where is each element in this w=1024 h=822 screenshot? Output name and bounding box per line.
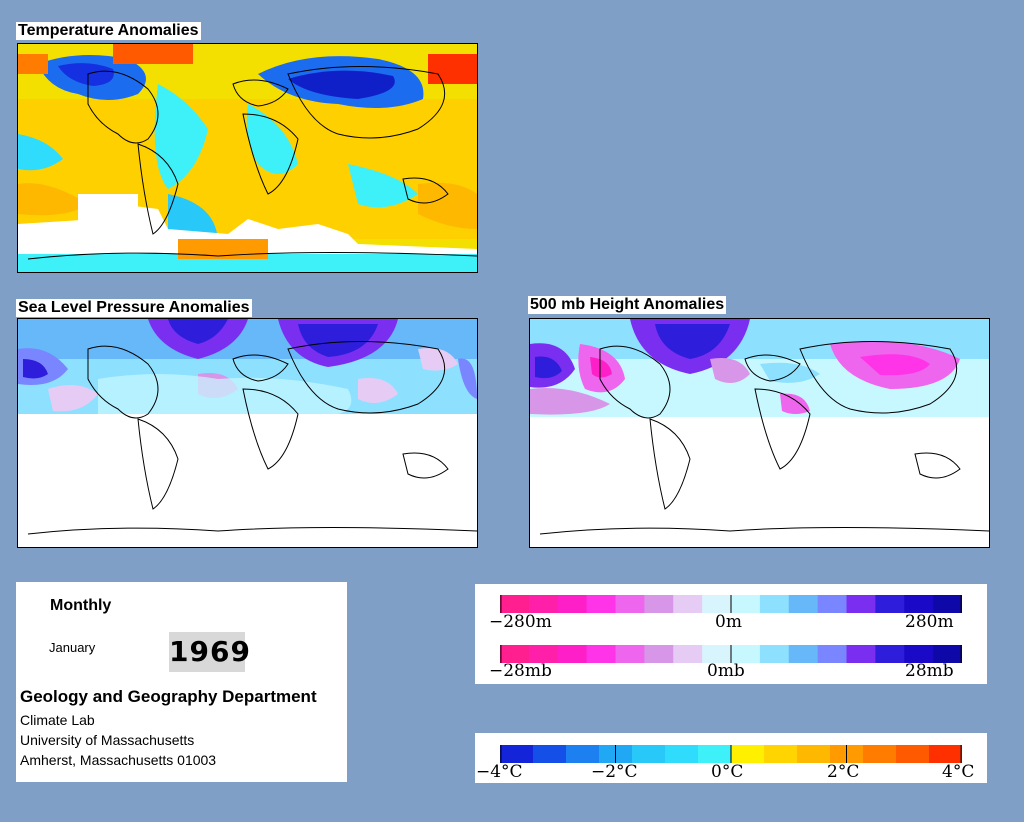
pressure-colorbar-swatch-8 — [731, 645, 761, 663]
pressure-colorbar-swatch-10 — [788, 645, 819, 663]
temperature-colorbar-swatch-1 — [533, 745, 567, 763]
pressure-colorbar — [500, 645, 962, 663]
temperature-colorbar-swatch-12 — [896, 745, 930, 763]
pressure-colorbar-swatch-14 — [904, 645, 934, 663]
height-colorbar — [500, 595, 962, 613]
height500-anomaly-map — [529, 318, 990, 548]
height-colorbar-swatch-5 — [644, 595, 674, 613]
temperature-colorbar-swatch-7 — [731, 745, 765, 763]
height-pressure-legend: −280m 0m 280m −28mb 0mb 28mb — [475, 584, 987, 684]
temperature-panel-title: Temperature Anomalies — [16, 22, 201, 40]
pressure-colorbar-swatch-0 — [500, 645, 530, 663]
department-name: Geology and Geography Department — [20, 687, 317, 706]
height-colorbar-swatch-11 — [817, 595, 848, 613]
pressure-colorbar-swatch-7 — [702, 645, 732, 663]
height-colorbar-swatch-1 — [528, 595, 559, 613]
info-box: Monthly January 1969 Geology and Geograp… — [16, 582, 347, 782]
temperature-colorbar-swatch-4 — [632, 745, 666, 763]
temperature-colorbar — [500, 745, 962, 763]
height-colorbar-swatch-6 — [673, 595, 703, 613]
temperature-legend: −4°C −2°C 0°C 2°C 4°C — [475, 733, 987, 783]
pressure-colorbar-swatch-1 — [528, 645, 559, 663]
height-colorbar-swatch-15 — [933, 595, 962, 613]
height-colorbar-swatch-0 — [500, 595, 530, 613]
temperature-colorbar-swatch-0 — [500, 745, 534, 763]
pressure-colorbar-swatch-11 — [817, 645, 848, 663]
period-label: Monthly — [50, 597, 112, 614]
pressure-colorbar-swatch-12 — [846, 645, 876, 663]
height-colorbar-swatch-13 — [875, 595, 905, 613]
temp-legend-minus2: −2°C — [591, 762, 638, 782]
temperature-colorbar-swatch-6 — [698, 745, 732, 763]
height-colorbar-swatch-3 — [586, 595, 617, 613]
height-colorbar-swatch-8 — [731, 595, 761, 613]
lab-name: Climate Lab — [20, 712, 95, 728]
temperature-colorbar-swatch-11 — [863, 745, 897, 763]
height500-panel-title: 500 mb Height Anomalies — [528, 296, 727, 314]
temp-legend-plus4: 4°C — [942, 762, 975, 782]
pressure-colorbar-swatch-5 — [644, 645, 674, 663]
slp-panel-title: Sea Level Pressure Anomalies — [16, 299, 252, 317]
height-colorbar-swatch-2 — [557, 595, 588, 613]
height-colorbar-swatch-9 — [759, 595, 790, 613]
height-legend-zero: 0m — [715, 612, 742, 632]
pressure-colorbar-swatch-4 — [615, 645, 645, 663]
pressure-colorbar-swatch-9 — [759, 645, 790, 663]
address: Amherst, Massachusetts 01003 — [20, 752, 217, 768]
height-colorbar-swatch-12 — [846, 595, 876, 613]
university-name: University of Massachusetts — [20, 732, 195, 748]
height-legend-max: 280m — [905, 612, 954, 632]
temperature-colorbar-swatch-5 — [665, 745, 699, 763]
height-colorbar-swatch-10 — [788, 595, 819, 613]
pressure-colorbar-swatch-3 — [586, 645, 617, 663]
pressure-colorbar-swatch-15 — [933, 645, 962, 663]
temp-legend-zero: 0°C — [711, 762, 744, 782]
pressure-colorbar-swatch-6 — [673, 645, 703, 663]
month-label: January — [49, 640, 96, 655]
temperature-colorbar-swatch-9 — [797, 745, 831, 763]
height-colorbar-swatch-14 — [904, 595, 934, 613]
temp-legend-plus2: 2°C — [827, 762, 860, 782]
pressure-legend-max: 28mb — [905, 661, 954, 681]
year-display: 1969 — [169, 632, 250, 672]
height-colorbar-swatch-4 — [615, 595, 645, 613]
temperature-colorbar-swatch-8 — [764, 745, 798, 763]
pressure-legend-zero: 0mb — [707, 661, 745, 681]
temperature-anomaly-map — [17, 43, 478, 273]
temperature-colorbar-swatch-13 — [929, 745, 962, 763]
height-colorbar-swatch-7 — [702, 595, 732, 613]
pressure-colorbar-swatch-13 — [875, 645, 905, 663]
temp-legend-minus4: −4°C — [476, 762, 523, 782]
pressure-colorbar-swatch-2 — [557, 645, 588, 663]
pressure-legend-min: −28mb — [489, 661, 552, 681]
height-legend-min: −280m — [489, 612, 552, 632]
temperature-colorbar-swatch-2 — [566, 745, 600, 763]
slp-anomaly-map — [17, 318, 478, 548]
